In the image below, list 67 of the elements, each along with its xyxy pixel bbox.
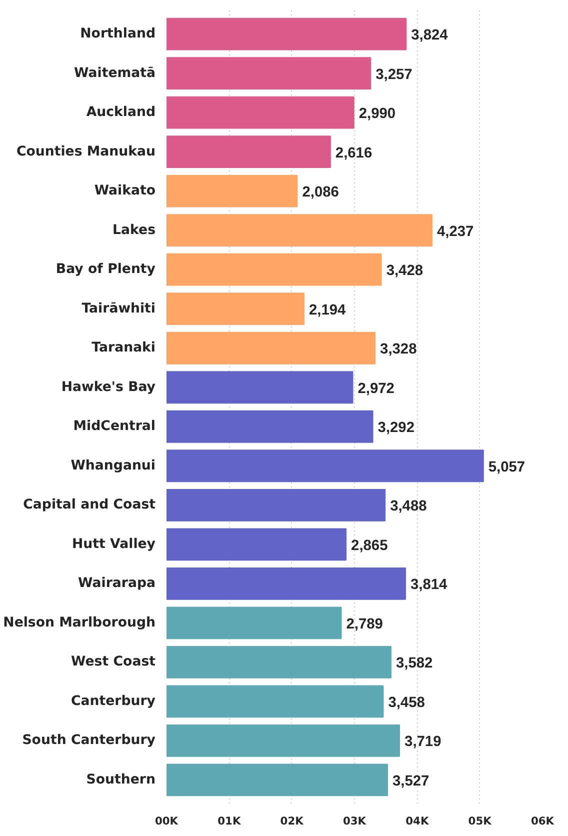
- data-label: 3,428: [386, 263, 424, 280]
- x-tick-label: 02K: [280, 814, 304, 828]
- data-label: 4,237: [437, 224, 474, 240]
- data-label: 3,527: [392, 773, 430, 790]
- bar: [166, 174, 298, 208]
- data-label: 3,328: [380, 342, 417, 358]
- data-label: 2,789: [346, 616, 383, 632]
- data-label: 2,990: [358, 106, 396, 122]
- y-tick-label: Waikato: [94, 184, 156, 199]
- data-label: 3,292: [378, 420, 414, 436]
- bar: [166, 292, 304, 326]
- data-label: 3,814: [410, 577, 448, 594]
- y-tick-label: Southern: [86, 772, 156, 788]
- bar: [166, 724, 400, 757]
- y-tick-label: Hutt Valley: [72, 536, 156, 552]
- y-tick-label: Counties Manukau: [16, 144, 156, 160]
- y-tick-label: Lakes: [112, 222, 156, 238]
- bar: [166, 606, 342, 640]
- bar: [166, 371, 354, 404]
- bar: [166, 410, 374, 443]
- y-tick-label: Hawke's Bay: [61, 380, 156, 395]
- y-tick-label: West Coast: [71, 654, 156, 670]
- y-tick-label: Auckland: [86, 105, 156, 120]
- x-tick-label: 05K: [468, 814, 492, 828]
- data-label: 2,616: [335, 145, 372, 162]
- x-tick-label: 01K: [218, 814, 242, 828]
- data-label: 2,194: [308, 302, 347, 318]
- bar: [166, 528, 347, 561]
- y-tick-label: South Canterbury: [22, 733, 156, 748]
- bar: [166, 253, 382, 286]
- y-tick-label: Tairāwhiti: [82, 301, 156, 316]
- bar: [166, 567, 406, 600]
- bar: [166, 332, 376, 364]
- bar: [166, 136, 331, 168]
- x-tick-label: 06K: [530, 814, 555, 828]
- y-tick-label: Capital and Coast: [23, 498, 156, 513]
- bar: [166, 646, 392, 678]
- y-tick-label: Bay of Plenty: [56, 262, 156, 278]
- data-label: 3,824: [411, 28, 449, 44]
- data-label: 3,257: [376, 66, 412, 83]
- bar: [166, 685, 384, 718]
- bar: [166, 214, 433, 247]
- data-label: 3,582: [396, 656, 433, 672]
- bar: [166, 764, 388, 796]
- y-tick-label: Whanganui: [70, 458, 156, 474]
- y-tick-label: Northland: [80, 26, 156, 42]
- data-label: 2,086: [302, 184, 339, 201]
- y-tick-label: MidCentral: [73, 419, 156, 434]
- data-label: 3,458: [388, 694, 425, 711]
- y-tick-label: Nelson Marlborough: [3, 615, 156, 630]
- y-tick-label: Wairarapa: [78, 576, 156, 592]
- data-label: 3,719: [404, 734, 442, 750]
- x-tick-label: 04K: [406, 814, 430, 828]
- bar: [166, 57, 372, 90]
- bar: [166, 96, 354, 129]
- bar: [166, 450, 484, 482]
- y-tick-label: Waitematā: [74, 66, 156, 81]
- bar: [166, 18, 407, 50]
- data-label: 5,057: [488, 459, 526, 476]
- x-tick-label: 03K: [342, 814, 367, 828]
- y-tick-label: Canterbury: [70, 694, 156, 709]
- x-tick-label: 00K: [154, 814, 179, 828]
- y-tick-label: Taranaki: [92, 340, 156, 356]
- data-label: 3,488: [390, 498, 427, 515]
- bar: [166, 488, 386, 522]
- data-label: 2,865: [351, 538, 388, 554]
- data-label: 2,972: [358, 380, 394, 397]
